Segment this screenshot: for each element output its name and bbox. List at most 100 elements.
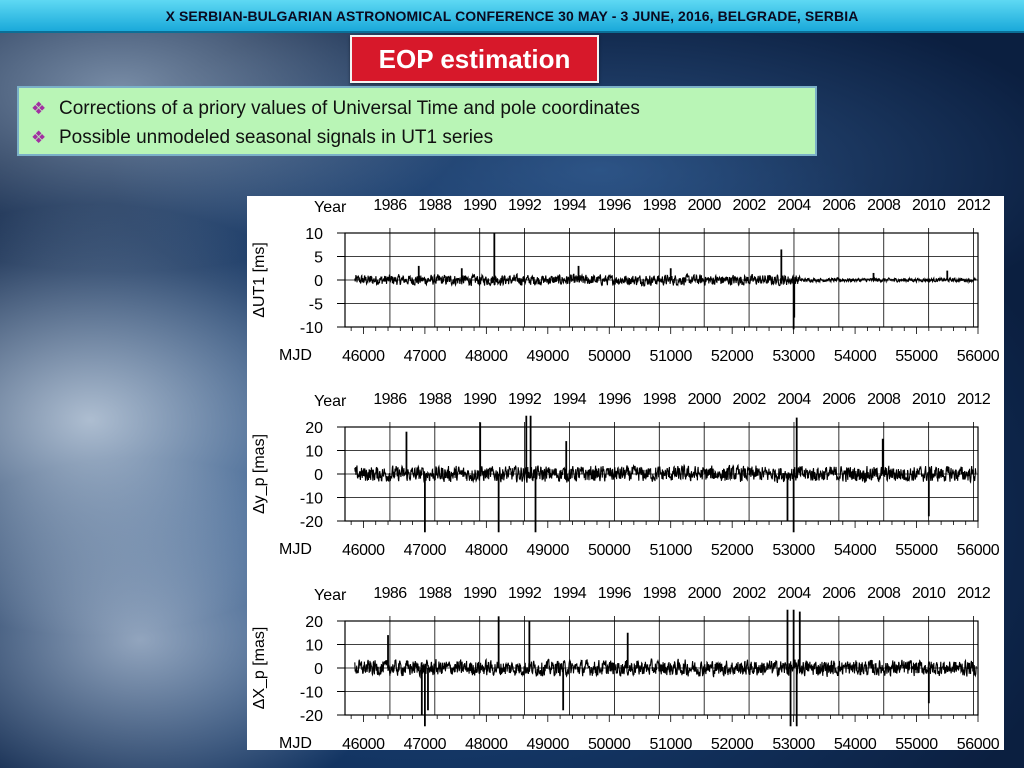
x-tick-label: 52000 <box>711 542 754 559</box>
year-tick-label: 2000 <box>688 197 722 214</box>
year-tick-label: 1990 <box>463 585 497 602</box>
year-tick-label: 1994 <box>553 391 587 408</box>
y-tick-label: 20 <box>305 420 323 437</box>
x-tick-label: 50000 <box>588 348 631 365</box>
year-tick-label: 2006 <box>822 391 856 408</box>
year-tick-label: 2012 <box>957 585 991 602</box>
x-tick-label: 48000 <box>465 348 508 365</box>
bullet-item: ❖ Possible unmodeled seasonal signals in… <box>31 123 803 152</box>
year-tick-label: 1992 <box>508 391 542 408</box>
year-tick-label: 2010 <box>912 585 946 602</box>
x-tick-label: 47000 <box>404 542 447 559</box>
x-tick-label: 51000 <box>649 736 692 750</box>
eop-charts-svg: 10 5 0 -5 -10 Year 1986 1988 1990 1992 1994 1996 199… <box>251 197 1000 750</box>
year-tick-label: 2004 <box>777 585 811 602</box>
x-tick-label: 53000 <box>772 736 815 750</box>
year-tick-label: 1992 <box>508 197 542 214</box>
y-tick-label: -10 <box>300 685 323 702</box>
x-tick-label: 47000 <box>404 736 447 750</box>
data-series-trace <box>354 272 977 287</box>
y-tick-label: 10 <box>305 226 323 243</box>
top-axis-label: Year <box>314 587 347 604</box>
x-tick-label: 54000 <box>834 736 877 750</box>
x-tick-label: 49000 <box>527 542 570 559</box>
chart-panel-2: 2010 0 -10 -20 Year 1986 1988 1990 1992 1994 1996 1… <box>251 391 1000 559</box>
x-tick-label: 50000 <box>588 736 631 750</box>
x-tick-label: 53000 <box>772 348 815 365</box>
year-tick-label: 2004 <box>777 197 811 214</box>
bullet-text: Possible unmodeled seasonal signals in U… <box>59 126 494 148</box>
x-axis-label: MJD <box>279 735 312 750</box>
x-tick-label: 50000 <box>588 542 631 559</box>
x-tick-label: 54000 <box>834 348 877 365</box>
x-tick-label: 56000 <box>957 736 1000 750</box>
x-tick-label: 54000 <box>834 542 877 559</box>
year-tick-label: 1998 <box>643 197 677 214</box>
slide-title-box: EOP estimation <box>350 35 599 83</box>
year-tick-label: 2002 <box>732 197 766 214</box>
year-tick-label: 2008 <box>867 391 901 408</box>
x-axis-label: MJD <box>279 541 312 558</box>
eop-charts-panel: 10 5 0 -5 -10 Year 1986 1988 1990 1992 1994 1996 199… <box>247 196 1004 750</box>
year-tick-label: 1988 <box>418 391 452 408</box>
y-tick-label: 0 <box>314 661 323 678</box>
top-axis-label: Year <box>314 393 347 410</box>
y-tick-label: -10 <box>300 491 323 508</box>
x-tick-label: 55000 <box>895 736 938 750</box>
x-tick-label: 52000 <box>711 736 754 750</box>
x-tick-label: 48000 <box>465 736 508 750</box>
y-tick-label: 0 <box>314 467 323 484</box>
bullet-text: Corrections of a priory values of Univer… <box>59 97 640 119</box>
year-tick-label: 2000 <box>688 585 722 602</box>
x-tick-label: 51000 <box>649 348 692 365</box>
year-tick-label: 1986 <box>373 197 407 214</box>
x-tick-label: 52000 <box>711 348 754 365</box>
bullet-item: ❖ Corrections of a priory values of Univ… <box>31 94 803 123</box>
year-tick-label: 2004 <box>777 391 811 408</box>
year-tick-label: 2012 <box>957 197 991 214</box>
slide-title: EOP estimation <box>378 43 571 74</box>
y-tick-label: 5 <box>314 250 323 267</box>
x-axis-label: MJD <box>279 347 312 364</box>
year-tick-label: 1996 <box>598 391 632 408</box>
year-tick-label: 2002 <box>732 391 766 408</box>
y-axis-label: ΔUT1 [ms] <box>251 242 268 318</box>
conference-title: X SERBIAN-BULGARIAN ASTRONOMICAL CONFERE… <box>165 7 859 24</box>
chart-panel-1: 10 5 0 -5 -10 Year 1986 1988 1990 1992 1994 1996 199… <box>251 197 1000 365</box>
year-tick-label: 1996 <box>598 197 632 214</box>
top-axis-label: Year <box>314 199 347 216</box>
y-tick-label: 20 <box>305 614 323 631</box>
year-tick-label: 2008 <box>867 585 901 602</box>
y-tick-label: 10 <box>305 444 323 461</box>
year-tick-label: 1996 <box>598 585 632 602</box>
y-tick-label: -20 <box>300 514 323 531</box>
year-tick-label: 2008 <box>867 197 901 214</box>
year-tick-label: 1986 <box>373 391 407 408</box>
bullet-list-box: ❖ Corrections of a priory values of Univ… <box>17 86 817 156</box>
year-tick-label: 1990 <box>463 197 497 214</box>
year-tick-label: 1988 <box>418 197 452 214</box>
y-tick-label: -10 <box>300 320 323 337</box>
diamond-bullet-icon: ❖ <box>31 127 47 147</box>
data-series-trace <box>354 657 977 679</box>
year-tick-label: 1998 <box>643 585 677 602</box>
y-tick-label: -20 <box>300 708 323 725</box>
year-tick-label: 2012 <box>957 391 991 408</box>
year-tick-label: 1990 <box>463 391 497 408</box>
y-tick-label: -5 <box>309 297 323 314</box>
x-tick-label: 48000 <box>465 542 508 559</box>
year-tick-label: 1988 <box>418 585 452 602</box>
year-tick-label: 2010 <box>912 197 946 214</box>
year-tick-label: 1986 <box>373 585 407 602</box>
year-tick-label: 2006 <box>822 585 856 602</box>
x-tick-label: 51000 <box>649 542 692 559</box>
x-tick-label: 53000 <box>772 542 815 559</box>
year-tick-label: 1992 <box>508 585 542 602</box>
year-tick-label: 1994 <box>553 197 587 214</box>
x-tick-label: 47000 <box>404 348 447 365</box>
x-tick-label: 49000 <box>527 348 570 365</box>
year-tick-label: 2010 <box>912 391 946 408</box>
x-tick-label: 55000 <box>895 348 938 365</box>
conference-header-bar: X SERBIAN-BULGARIAN ASTRONOMICAL CONFERE… <box>0 0 1024 33</box>
y-axis-label: ΔX_p [mas] <box>251 627 268 710</box>
